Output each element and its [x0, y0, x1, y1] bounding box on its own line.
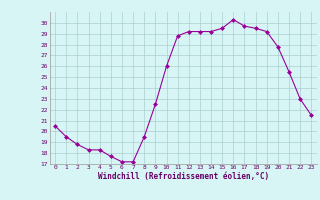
- X-axis label: Windchill (Refroidissement éolien,°C): Windchill (Refroidissement éolien,°C): [98, 172, 269, 181]
